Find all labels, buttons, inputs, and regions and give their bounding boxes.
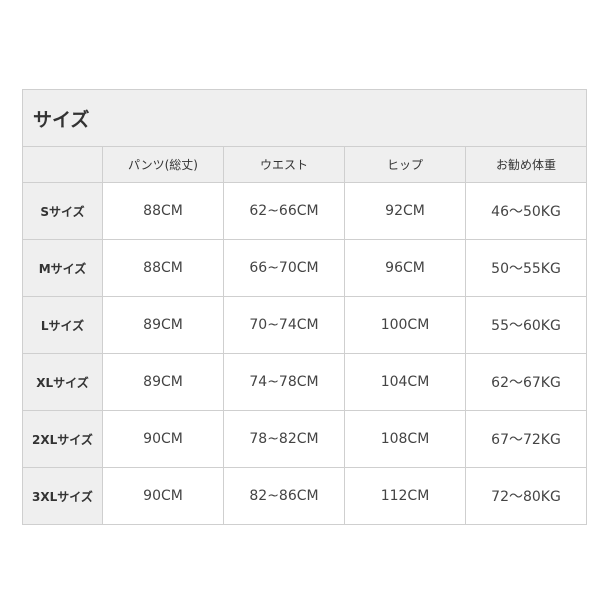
table-row: XLサイズ 89CM 74~78CM 104CM 62～67KG [22,353,588,411]
header-waist: ウエスト [223,146,345,183]
pants-length-cell: 89CM [102,353,224,411]
waist-cell: 70~74CM [223,296,345,354]
size-chart-table: サイズ パンツ(総丈) ウエスト ヒップ お勧め体重 Sサイズ 88CM 62~66… [21,89,588,525]
header-row: パンツ(総丈) ウエスト ヒップ お勧め体重 [22,146,588,183]
hip-cell: 108CM [344,410,466,468]
size-label: 2XLサイズ [22,410,103,468]
weight-cell: 46～50KG [464,182,588,240]
header-recommended-weight: お勧め体重 [464,146,588,183]
table-row: Lサイズ 89CM 70~74CM 100CM 55～60KG [22,296,588,354]
waist-cell: 74~78CM [223,353,345,411]
header-pants-length: パンツ(総丈) [102,146,224,183]
hip-cell: 112CM [344,467,466,525]
size-label: Mサイズ [22,239,103,297]
table-row: 2XLサイズ 90CM 78~82CM 108CM 67～72KG [22,410,588,468]
waist-cell: 62~66CM [223,182,345,240]
pants-length-cell: 90CM [102,410,224,468]
table-row: Mサイズ 88CM 66~70CM 96CM 50～55KG [22,239,588,297]
header-empty [22,146,103,183]
header-hip: ヒップ [344,146,466,183]
weight-cell: 62～67KG [464,353,588,411]
weight-cell: 67～72KG [464,410,588,468]
size-label: Sサイズ [22,182,103,240]
hip-cell: 96CM [344,239,466,297]
weight-cell: 72～80KG [464,467,588,525]
hip-cell: 100CM [344,296,466,354]
table-row: Sサイズ 88CM 62~66CM 92CM 46～50KG [22,182,588,240]
pants-length-cell: 90CM [102,467,224,525]
waist-cell: 82~86CM [223,467,345,525]
pants-length-cell: 88CM [102,239,224,297]
weight-cell: 50～55KG [464,239,588,297]
waist-cell: 78~82CM [223,410,345,468]
weight-cell: 55～60KG [464,296,588,354]
pants-length-cell: 89CM [102,296,224,354]
hip-cell: 92CM [344,182,466,240]
hip-cell: 104CM [344,353,466,411]
table-title: サイズ [21,89,588,147]
size-label: XLサイズ [22,353,103,411]
pants-length-cell: 88CM [102,182,224,240]
size-label: Lサイズ [22,296,103,354]
table-row: 3XLサイズ 90CM 82~86CM 112CM 72～80KG [22,467,588,525]
waist-cell: 66~70CM [223,239,345,297]
size-label: 3XLサイズ [22,467,103,525]
